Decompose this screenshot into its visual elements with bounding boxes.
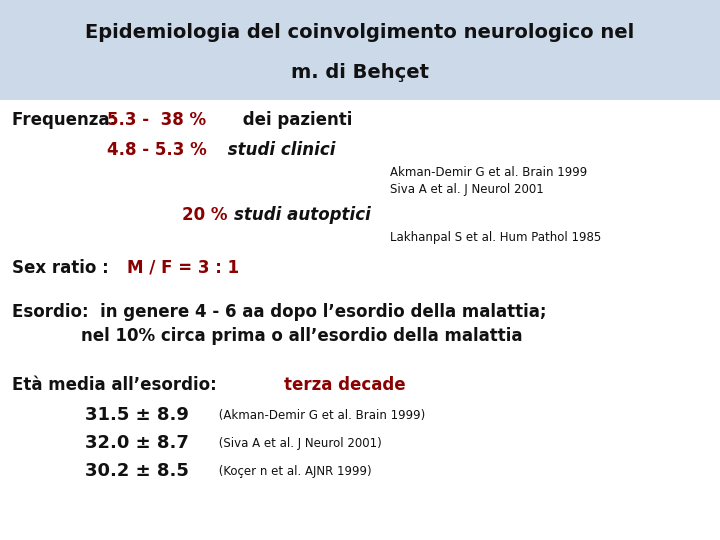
- Text: Siva A et al. J Neurol 2001: Siva A et al. J Neurol 2001: [390, 184, 544, 197]
- Text: (Siva A et al. J Neurol 2001): (Siva A et al. J Neurol 2001): [215, 436, 382, 449]
- Text: 5.3 -  38 %: 5.3 - 38 %: [107, 111, 206, 129]
- Text: 31.5 ± 8.9: 31.5 ± 8.9: [85, 406, 189, 424]
- Text: (Koçer n et al. AJNR 1999): (Koçer n et al. AJNR 1999): [215, 464, 372, 477]
- Text: Epidemiologia del coinvolgimento neurologico nel: Epidemiologia del coinvolgimento neurolo…: [86, 23, 634, 42]
- Text: M / F = 3 : 1: M / F = 3 : 1: [127, 259, 239, 277]
- Text: Età media all’esordio:: Età media all’esordio:: [12, 376, 222, 394]
- Text: Esordio:  in genere 4 - 6 aa dopo l’esordio della malattia;: Esordio: in genere 4 - 6 aa dopo l’esord…: [12, 303, 546, 321]
- Text: Sex ratio :: Sex ratio :: [12, 259, 120, 277]
- Text: 30.2 ± 8.5: 30.2 ± 8.5: [85, 462, 189, 480]
- Text: (Akman-Demir G et al. Brain 1999): (Akman-Demir G et al. Brain 1999): [215, 408, 426, 422]
- Text: Akman-Demir G et al. Brain 1999: Akman-Demir G et al. Brain 1999: [390, 165, 588, 179]
- Text: studi autoptici: studi autoptici: [234, 206, 371, 224]
- Text: Frequenza:: Frequenza:: [12, 111, 122, 129]
- Text: 4.8 - 5.3 %: 4.8 - 5.3 %: [107, 141, 207, 159]
- Text: 32.0 ± 8.7: 32.0 ± 8.7: [85, 434, 189, 452]
- Text: dei pazienti: dei pazienti: [237, 111, 352, 129]
- Text: Lakhanpal S et al. Hum Pathol 1985: Lakhanpal S et al. Hum Pathol 1985: [390, 231, 601, 244]
- Text: nel 10% circa prima o all’esordio della malattia: nel 10% circa prima o all’esordio della …: [12, 327, 523, 345]
- Text: 20 %: 20 %: [182, 206, 233, 224]
- Text: terza decade: terza decade: [284, 376, 405, 394]
- Bar: [0, 0, 720, 100]
- Text: m. di Behçet: m. di Behçet: [291, 63, 429, 82]
- Text: studi clinici: studi clinici: [222, 141, 336, 159]
